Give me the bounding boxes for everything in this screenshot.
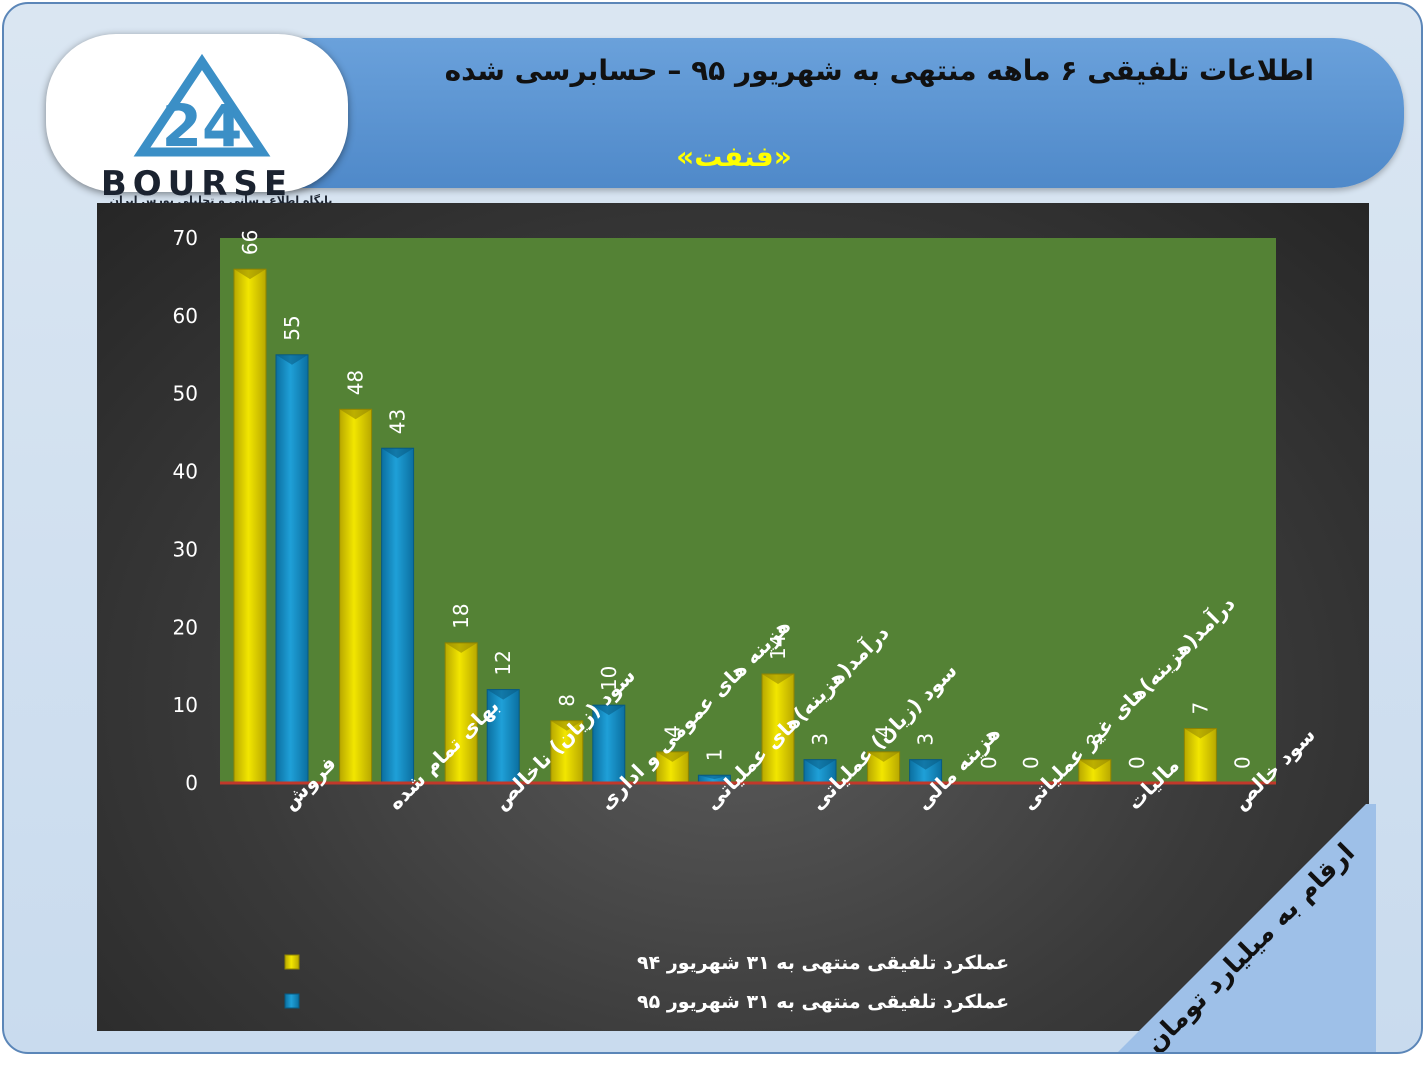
bar-95 xyxy=(381,447,415,784)
logo-mark-icon: 24 xyxy=(133,53,271,160)
legend-swatch-94 xyxy=(284,954,300,970)
data-label: 3 xyxy=(808,733,832,746)
data-label: 55 xyxy=(280,315,304,340)
y-tick-label: 10 xyxy=(173,693,198,717)
data-label: 3 xyxy=(1083,733,1107,746)
unit-note-banner: ارقام به میلیارد تومان xyxy=(1118,804,1376,1052)
data-label: 3 xyxy=(914,733,938,746)
bar-cap xyxy=(867,751,900,762)
data-label: 8 xyxy=(555,694,579,707)
data-label: 4 xyxy=(660,725,684,738)
bar-cap xyxy=(487,689,520,700)
bar-94 xyxy=(233,268,267,784)
logo-numeral: 24 xyxy=(162,92,243,160)
data-label: 0 xyxy=(977,756,1001,769)
bar-cap xyxy=(234,269,266,280)
bar-cap xyxy=(1184,728,1217,739)
data-label: 12 xyxy=(491,650,515,675)
bar-cap xyxy=(656,751,689,762)
data-label: 0 xyxy=(1125,756,1149,769)
y-tick-label: 40 xyxy=(173,460,198,484)
bar-cap xyxy=(592,705,625,716)
bar-95 xyxy=(486,689,520,784)
company-name: «فنفت» xyxy=(676,140,792,173)
legend-label: عملکرد تلفیقی منتهی به ۳۱ شهریور ۹۵ xyxy=(637,991,1009,1013)
data-label: 66 xyxy=(238,230,262,255)
page-frame: اطلاعات تلفیقی ۶ ماهه منتهی به شهریور ۹۵… xyxy=(2,2,1423,1054)
data-label: 43 xyxy=(386,409,410,434)
data-label: 18 xyxy=(449,603,473,628)
bar-cap xyxy=(550,720,583,731)
legend-swatch-95 xyxy=(284,993,300,1009)
y-tick-label: 0 xyxy=(185,771,198,795)
data-label: 7 xyxy=(1188,702,1212,715)
data-label: 14 xyxy=(766,635,790,660)
bar-94 xyxy=(444,642,478,784)
y-tick-label: 60 xyxy=(173,304,198,328)
y-tick-label: 50 xyxy=(173,382,198,406)
bar-cap xyxy=(276,354,308,365)
bar-cap xyxy=(381,448,414,459)
bar-94 xyxy=(550,720,584,784)
page-title: اطلاعات تلفیقی ۶ ماهه منتهی به شهریور ۹۵… xyxy=(444,54,1314,87)
bar-95 xyxy=(592,704,626,784)
chart-panel: 0 10 20 30 40 50 60 70 66 48 18 8 4 14 4 0 3 7 55 43 12 10 1 3 3… xyxy=(97,203,1369,1031)
bar-94 xyxy=(339,408,373,784)
y-tick-label: 30 xyxy=(173,537,198,561)
bar-cap xyxy=(698,775,731,780)
bar-95 xyxy=(275,354,309,784)
logo: 24 BOURSE پایگاه اطلاع رسانی و تحلیلی بو… xyxy=(46,34,348,207)
data-label: 48 xyxy=(344,370,368,395)
legend-label: عملکرد تلفیقی منتهی به ۳۱ شهریور ۹۴ xyxy=(637,952,1009,974)
bar-cap xyxy=(909,759,942,770)
data-label: 10 xyxy=(597,666,621,691)
y-tick-label: 70 xyxy=(173,226,198,250)
bar-cap xyxy=(1078,759,1111,770)
data-label: 4 xyxy=(872,725,896,738)
header-band xyxy=(184,38,1404,188)
logo-text: BOURSE xyxy=(100,164,294,204)
bar-cap xyxy=(804,759,836,770)
y-tick-label: 20 xyxy=(173,615,198,639)
bar-cap xyxy=(762,674,794,684)
data-label: 1 xyxy=(702,748,726,761)
data-label: 0 xyxy=(1230,756,1254,769)
data-label: 0 xyxy=(1019,756,1043,769)
bar-cap xyxy=(339,409,372,420)
bar-cap xyxy=(445,642,478,653)
